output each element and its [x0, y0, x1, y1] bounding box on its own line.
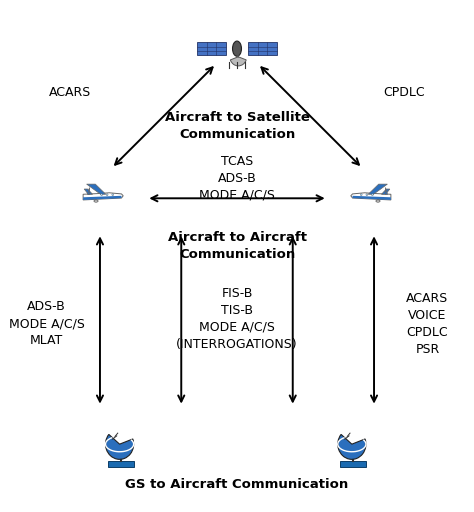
Circle shape	[372, 194, 374, 196]
FancyBboxPatch shape	[248, 42, 277, 55]
Circle shape	[360, 194, 362, 196]
Bar	[340, 461, 366, 467]
Polygon shape	[83, 196, 121, 200]
Circle shape	[112, 194, 114, 196]
Polygon shape	[368, 184, 387, 194]
Text: GS to Aircraft Communication: GS to Aircraft Communication	[126, 478, 348, 491]
Wedge shape	[106, 434, 134, 459]
Circle shape	[106, 194, 108, 196]
Polygon shape	[83, 193, 123, 200]
Text: ACARS
VOICE
CPDLC
PSR: ACARS VOICE CPDLC PSR	[406, 292, 448, 356]
Polygon shape	[84, 189, 92, 194]
Text: ADS-B
MODE A/C/S
MLAT: ADS-B MODE A/C/S MLAT	[9, 300, 84, 347]
FancyBboxPatch shape	[197, 42, 226, 55]
Text: ACARS: ACARS	[49, 87, 91, 99]
Ellipse shape	[94, 200, 98, 202]
Text: TCAS
ADS-B
MODE A/C/S: TCAS ADS-B MODE A/C/S	[199, 155, 275, 202]
Ellipse shape	[233, 41, 241, 56]
Text: FIS-B
TIS-B
MODE A/C/S
(INTERROGATIONS): FIS-B TIS-B MODE A/C/S (INTERROGATIONS)	[176, 287, 298, 351]
Polygon shape	[382, 189, 390, 194]
Wedge shape	[230, 57, 246, 66]
Polygon shape	[87, 187, 89, 194]
Circle shape	[366, 194, 368, 196]
Text: Aircraft to Aircraft
Communication: Aircraft to Aircraft Communication	[167, 231, 307, 261]
Text: CPDLC: CPDLC	[383, 87, 425, 99]
Wedge shape	[338, 434, 366, 459]
Polygon shape	[353, 196, 391, 200]
Polygon shape	[385, 187, 387, 194]
Ellipse shape	[376, 200, 380, 202]
Polygon shape	[87, 184, 106, 194]
Circle shape	[100, 194, 102, 196]
Polygon shape	[351, 193, 391, 200]
Bar	[108, 461, 134, 467]
Text: Aircraft to Satellite
Communication: Aircraft to Satellite Communication	[164, 111, 310, 140]
